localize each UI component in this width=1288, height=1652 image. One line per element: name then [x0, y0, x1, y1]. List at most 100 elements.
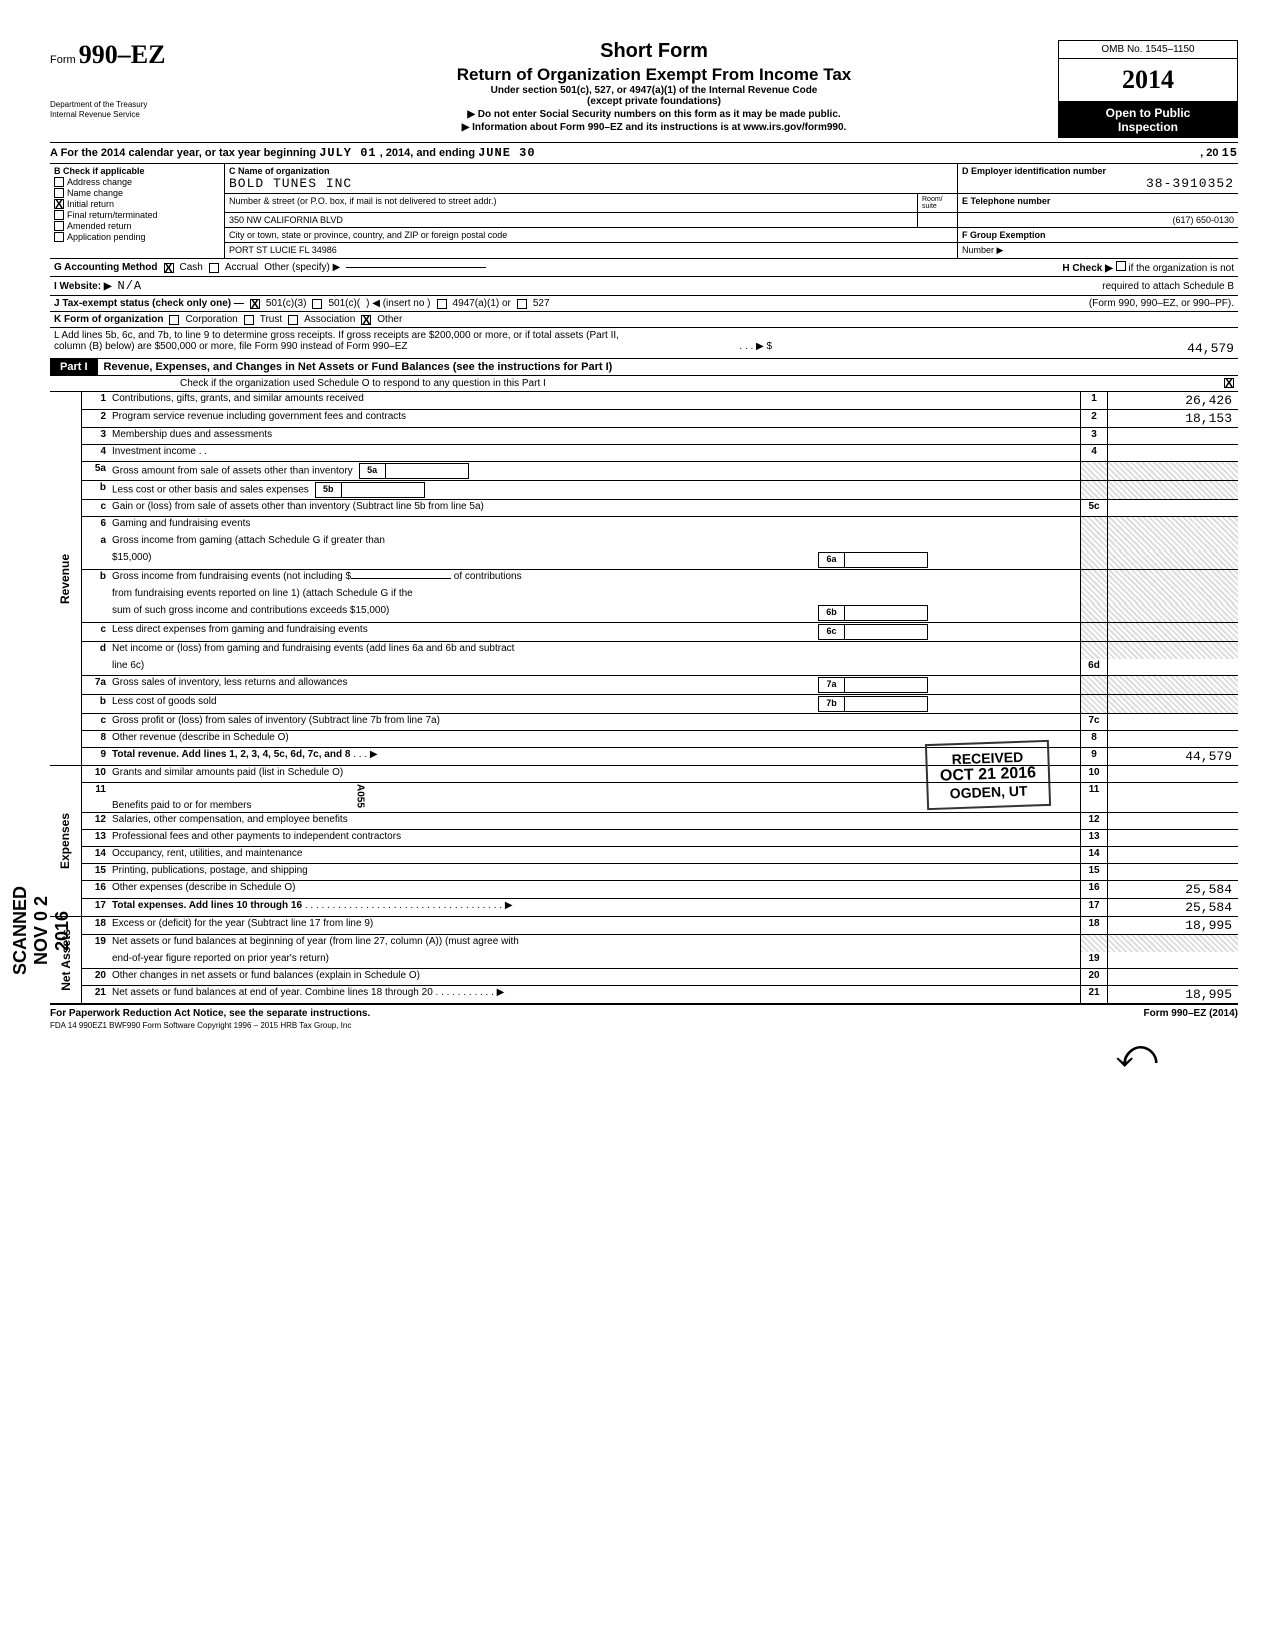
line-13-amt [1108, 830, 1238, 846]
rows-ghijk: G Accounting Method Cash Accrual Other (… [50, 259, 1238, 328]
form-label: Form [50, 54, 76, 66]
line-5c-amt [1108, 500, 1238, 516]
street-address: 350 NW CALIFORNIA BLVD [225, 213, 918, 227]
ein: 38-3910352 [962, 176, 1234, 191]
cb-address-change[interactable] [54, 177, 64, 187]
subtitle-2: (except private foundations) [270, 96, 1038, 107]
line-8-amt [1108, 731, 1238, 747]
line-a-mid: , 2014, and ending [380, 147, 475, 159]
section-cdef: C Name of organization BOLD TUNES INC D … [225, 164, 1238, 258]
cb-4947[interactable] [437, 299, 447, 309]
header-left: Form 990–EZ Department of the Treasury I… [50, 40, 250, 119]
line-6d-amt [1108, 659, 1238, 675]
footer: For Paperwork Reduction Act Notice, see … [50, 1004, 1238, 1019]
row-j: J Tax-exempt status (check only one) — 5… [50, 296, 1238, 312]
line-20-amt [1108, 969, 1238, 985]
cb-501c[interactable] [312, 299, 322, 309]
header-center: Short Form Return of Organization Exempt… [270, 40, 1038, 133]
cb-501c3[interactable] [250, 299, 260, 309]
org-name: BOLD TUNES INC [229, 176, 953, 191]
line-a-prefix: A For the 2014 calendar year, or tax yea… [50, 147, 316, 159]
cb-cash[interactable] [164, 263, 174, 273]
dept-irs: Internal Revenue Service [50, 110, 250, 120]
line-a: A For the 2014 calendar year, or tax yea… [50, 143, 1238, 164]
cb-other-org[interactable] [361, 315, 371, 325]
line-21-amt: 18,995 [1108, 986, 1238, 1003]
open-public-2: Inspection [1062, 120, 1234, 134]
form-number: 990–EZ [79, 40, 166, 69]
tax-year-yy: 15 [1222, 146, 1238, 160]
row-k: K Form of organization Corporation Trust… [50, 312, 1238, 328]
phone: (617) 650-0130 [958, 213, 1238, 227]
label-f-number: Number ▶ [958, 243, 1238, 258]
cb-app-pending[interactable] [54, 232, 64, 242]
cb-trust[interactable] [244, 315, 254, 325]
dept-treasury: Department of the Treasury [50, 100, 250, 110]
label-f-group: F Group Exemption [958, 228, 1238, 242]
label-city: City or town, state or province, country… [229, 230, 507, 240]
expenses-section: SCANNED NOV 0 2 2016 Expenses 10Grants a… [50, 766, 1238, 917]
short-form-title: Short Form [270, 40, 1038, 63]
line-7c-amt [1108, 714, 1238, 730]
tax-year-end: JUNE 30 [478, 146, 535, 160]
label-room-suite: Room/ suite [918, 194, 958, 212]
a055-stamp: A055 [354, 784, 365, 808]
website: N/A [118, 279, 143, 293]
cb-527[interactable] [517, 299, 527, 309]
cb-assoc[interactable] [288, 315, 298, 325]
line-18-amt: 18,995 [1108, 917, 1238, 934]
line-1-amt: 26,426 [1108, 392, 1238, 409]
line-14-amt [1108, 847, 1238, 863]
section-b: B Check if applicable Address change Nam… [50, 164, 225, 258]
cb-corp[interactable] [169, 315, 179, 325]
cb-final-return[interactable] [54, 210, 64, 220]
row-i: I Website: ▶ N/A required to attach Sche… [50, 277, 1238, 296]
label-street: Number & street (or P.O. box, if mail is… [229, 196, 496, 206]
part-i-tag: Part I [50, 359, 98, 375]
city-state-zip: PORT ST LUCIE FL 34986 [225, 243, 958, 258]
return-title: Return of Organization Exempt From Incom… [270, 65, 1038, 85]
part-i-title: Revenue, Expenses, and Changes in Net As… [98, 361, 613, 373]
tax-year-begin: JULY 01 [319, 146, 376, 160]
label-c-name: C Name of organization [229, 166, 953, 176]
signature-scribble: ⤺ [50, 1030, 1238, 1077]
line-3-amt [1108, 428, 1238, 444]
tax-year: 2014 [1058, 59, 1238, 102]
part-i-check-o: Check if the organization used Schedule … [50, 376, 1238, 392]
gross-receipts: 44,579 [1104, 341, 1234, 356]
omb-number: OMB No. 1545–1150 [1058, 40, 1238, 59]
cb-schedule-b[interactable] [1116, 261, 1126, 271]
paperwork-notice: For Paperwork Reduction Act Notice, see … [50, 1008, 1144, 1019]
line-11-amt [1108, 783, 1238, 812]
line-a-suffix: , 20 [1200, 147, 1218, 159]
revenue-section: Revenue 1Contributions, gifts, grants, a… [50, 392, 1238, 766]
form-header: Form 990–EZ Department of the Treasury I… [50, 40, 1238, 143]
section-b-header: B Check if applicable [54, 166, 220, 176]
line-9-amt: 44,579 [1108, 748, 1238, 765]
line-10-amt [1108, 766, 1238, 782]
cb-accrual[interactable] [209, 263, 219, 273]
header-right: OMB No. 1545–1150 2014 Open to Public In… [1058, 40, 1238, 138]
line-12-amt [1108, 813, 1238, 829]
net-assets-section: Net Assets 18Excess or (deficit) for the… [50, 917, 1238, 1004]
form-footer-id: Form 990–EZ (2014) [1144, 1008, 1239, 1019]
subtitle-1: Under section 501(c), 527, or 4947(a)(1)… [270, 85, 1038, 96]
label-e-phone: E Telephone number [962, 196, 1234, 206]
line-15-amt [1108, 864, 1238, 880]
instruction-ssn: ▶ Do not enter Social Security numbers o… [270, 109, 1038, 120]
open-public-1: Open to Public [1062, 106, 1234, 120]
software-copyright: FDA 14 990EZ1 BWF990 Form Software Copyr… [50, 1021, 1238, 1030]
row-g: G Accounting Method Cash Accrual Other (… [50, 259, 1238, 277]
line-4-amt [1108, 445, 1238, 461]
revenue-label: Revenue [50, 392, 82, 765]
line-17-amt: 25,584 [1108, 899, 1238, 916]
line-19-amt [1108, 952, 1238, 968]
cb-schedule-o[interactable] [1224, 378, 1234, 388]
line-2-amt: 18,153 [1108, 410, 1238, 427]
label-d-ein: D Employer identification number [962, 166, 1234, 176]
cb-amended[interactable] [54, 221, 64, 231]
part-i-header: Part I Revenue, Expenses, and Changes in… [50, 359, 1238, 376]
cb-initial-return[interactable] [54, 199, 64, 209]
row-l: L Add lines 5b, 6c, and 7b, to line 9 to… [50, 328, 1238, 359]
line-16-amt: 25,584 [1108, 881, 1238, 898]
